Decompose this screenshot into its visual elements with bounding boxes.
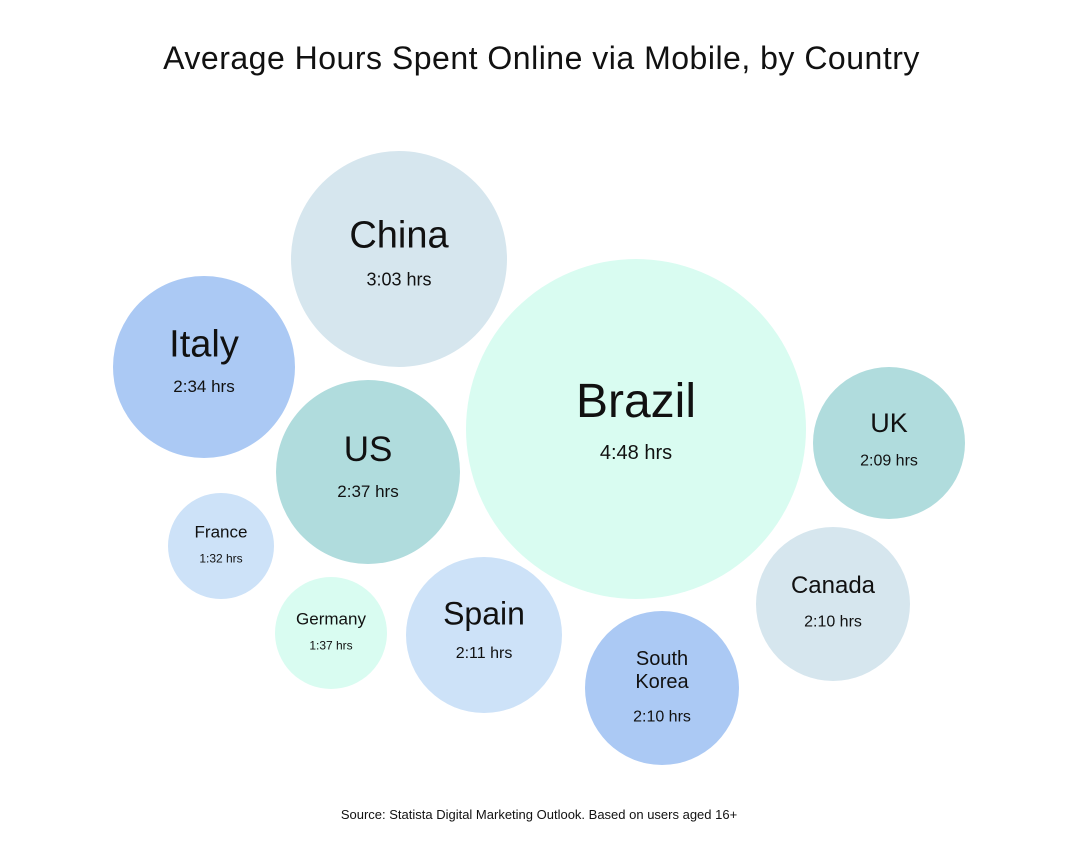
bubble-circle-uk bbox=[813, 367, 965, 519]
bubble-circle-france bbox=[168, 493, 274, 599]
bubble-brazil: Brazil 4:48 hrs bbox=[466, 259, 806, 599]
bubble-value-uk: 2:09 hrs bbox=[860, 453, 918, 470]
bubble-label-italy: Italy bbox=[169, 323, 239, 365]
bubble-circle-germany bbox=[275, 577, 387, 689]
bubble-value-brazil: 4:48 hrs bbox=[600, 442, 672, 464]
bubble-circle-china bbox=[291, 151, 507, 367]
bubble-value-france: 1:32 hrs bbox=[199, 552, 242, 566]
bubble-label-france: France bbox=[195, 523, 248, 542]
bubble-value-canada: 2:10 hrs bbox=[804, 613, 862, 630]
bubble-circle-south-korea bbox=[585, 611, 739, 765]
chart-title: Average Hours Spent Online via Mobile, b… bbox=[163, 40, 920, 76]
bubble-value-italy: 2:34 hrs bbox=[173, 377, 234, 396]
bubble-circle-us bbox=[276, 380, 460, 564]
bubble-uk: UK 2:09 hrs bbox=[813, 367, 965, 519]
bubble-value-south-korea: 2:10 hrs bbox=[633, 709, 691, 726]
bubble-italy: Italy 2:34 hrs bbox=[113, 276, 295, 458]
bubble-value-china: 3:03 hrs bbox=[366, 269, 431, 289]
bubble-label-germany: Germany bbox=[296, 610, 366, 629]
bubble-circle-canada bbox=[756, 527, 910, 681]
bubble-spain: Spain 2:11 hrs bbox=[406, 557, 562, 713]
source-note: Source: Statista Digital Marketing Outlo… bbox=[340, 807, 738, 822]
bubble-germany: Germany 1:37 hrs bbox=[275, 577, 387, 689]
bubble-label-us: US bbox=[344, 430, 393, 469]
bubble-label-canada: Canada bbox=[791, 572, 876, 599]
bubble-canada: Canada 2:10 hrs bbox=[756, 527, 910, 681]
bubble-value-germany: 1:37 hrs bbox=[309, 639, 352, 653]
bubble-us: US 2:37 hrs bbox=[276, 380, 460, 564]
bubble-label-south-korea-2: Korea bbox=[635, 671, 689, 693]
bubble-circle-brazil bbox=[466, 259, 806, 599]
bubble-value-spain: 2:11 hrs bbox=[456, 645, 513, 662]
bubble-label-china: China bbox=[349, 215, 449, 257]
bubble-france: France 1:32 hrs bbox=[168, 493, 274, 599]
bubble-label-spain: Spain bbox=[443, 596, 525, 632]
bubble-label-uk: UK bbox=[870, 408, 908, 438]
bubble-value-us: 2:37 hrs bbox=[337, 482, 398, 501]
bubble-circle-italy bbox=[113, 276, 295, 458]
bubble-label-south-korea-1: South bbox=[636, 648, 688, 670]
bubble-label-brazil: Brazil bbox=[576, 375, 696, 428]
bubble-china: China 3:03 hrs bbox=[291, 151, 507, 367]
bubble-circle-spain bbox=[406, 557, 562, 713]
